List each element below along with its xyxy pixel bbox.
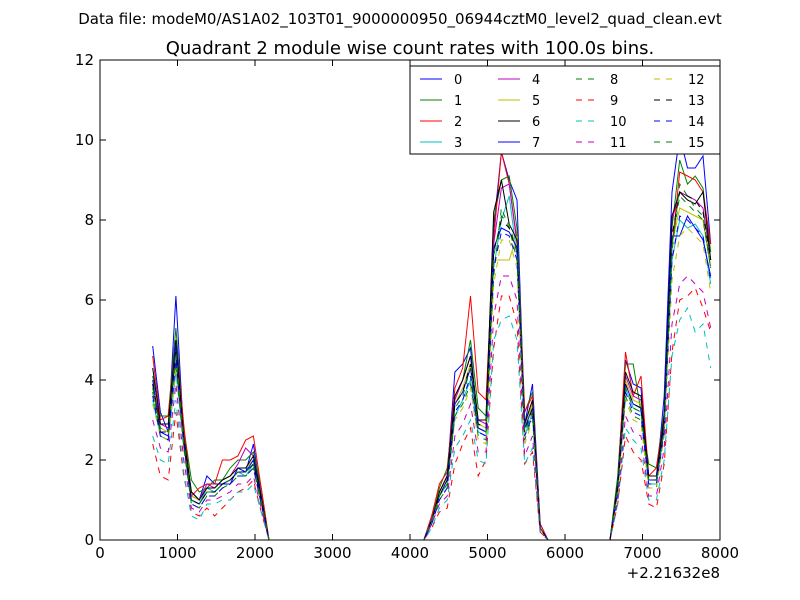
legend-entry-1: 1 <box>420 94 462 109</box>
x-tick-label: 4000 <box>391 544 429 562</box>
legend-label: 8 <box>610 73 618 88</box>
legend-entry-8: 8 <box>576 73 618 88</box>
legend-label: 3 <box>454 136 462 151</box>
x-tick-label: 2000 <box>236 544 274 562</box>
x-tick-label: 5000 <box>468 544 506 562</box>
series-line-7 <box>152 214 712 540</box>
legend-label: 15 <box>688 136 705 151</box>
chart-title: Quadrant 2 module wise count rates with … <box>166 38 655 59</box>
legend-entry-0: 0 <box>420 73 462 88</box>
legend-entry-13: 13 <box>654 94 705 109</box>
x-tick-label: 0 <box>95 544 105 562</box>
series-line-6 <box>152 179 712 540</box>
y-tick-label: 10 <box>75 131 94 149</box>
series-line-1 <box>152 159 712 540</box>
y-tick-label: 8 <box>84 211 94 229</box>
legend-entry-3: 3 <box>420 136 462 151</box>
series-line-9 <box>152 287 712 540</box>
x-offset-label: +2.21632e8 <box>627 564 720 582</box>
legend-entry-9: 9 <box>576 94 618 109</box>
legend-label: 11 <box>610 136 627 151</box>
series-line-5 <box>152 207 712 540</box>
series-line-11 <box>152 275 712 540</box>
legend-entry-7: 7 <box>498 136 540 151</box>
series-line-3 <box>152 195 712 540</box>
x-tick-label: 7000 <box>623 544 661 562</box>
legend-entry-11: 11 <box>576 136 627 151</box>
legend-entry-15: 15 <box>654 136 705 151</box>
legend-label: 1 <box>454 94 462 109</box>
series-line-2 <box>152 151 712 540</box>
legend-label: 10 <box>610 115 627 130</box>
series-layer <box>152 135 712 540</box>
legend-entry-4: 4 <box>498 73 540 88</box>
x-tick-label: 8000 <box>701 544 739 562</box>
legend-entry-2: 2 <box>420 115 462 130</box>
series-line-14 <box>152 215 712 540</box>
y-tick-label: 0 <box>84 531 94 549</box>
legend-label: 9 <box>610 94 618 109</box>
series-line-10 <box>152 306 712 540</box>
legend-entry-6: 6 <box>498 115 540 130</box>
legend-label: 14 <box>688 115 705 130</box>
x-axis: 0 1000 2000 3000 4000 5000 6000 7000 8000 <box>95 60 739 562</box>
legend-label: 12 <box>688 73 705 88</box>
series-line-0 <box>152 135 712 540</box>
legend-label: 7 <box>532 136 540 151</box>
legend-label: 5 <box>532 94 540 109</box>
legend-label: 6 <box>532 115 540 130</box>
y-tick-label: 4 <box>84 371 94 389</box>
x-tick-label: 6000 <box>546 544 584 562</box>
legend-label: 13 <box>688 94 705 109</box>
series-line-15 <box>152 194 712 540</box>
legend-label: 2 <box>454 115 462 130</box>
x-tick-label: 3000 <box>313 544 351 562</box>
legend-entry-10: 10 <box>576 115 627 130</box>
legend-label: 4 <box>532 73 540 88</box>
y-tick-label: 12 <box>75 51 94 69</box>
chart-suptitle: Data file: modeM0/AS1A02_103T01_90000009… <box>78 10 722 29</box>
legend-entry-12: 12 <box>654 73 705 88</box>
legend-box <box>409 65 721 155</box>
legend-label: 0 <box>454 73 462 88</box>
y-tick-label: 6 <box>84 291 94 309</box>
legend-entry-14: 14 <box>654 115 705 130</box>
x-tick-label: 1000 <box>158 544 196 562</box>
legend-entry-5: 5 <box>498 94 540 109</box>
series-line-13 <box>152 191 712 540</box>
y-tick-label: 2 <box>84 451 94 469</box>
